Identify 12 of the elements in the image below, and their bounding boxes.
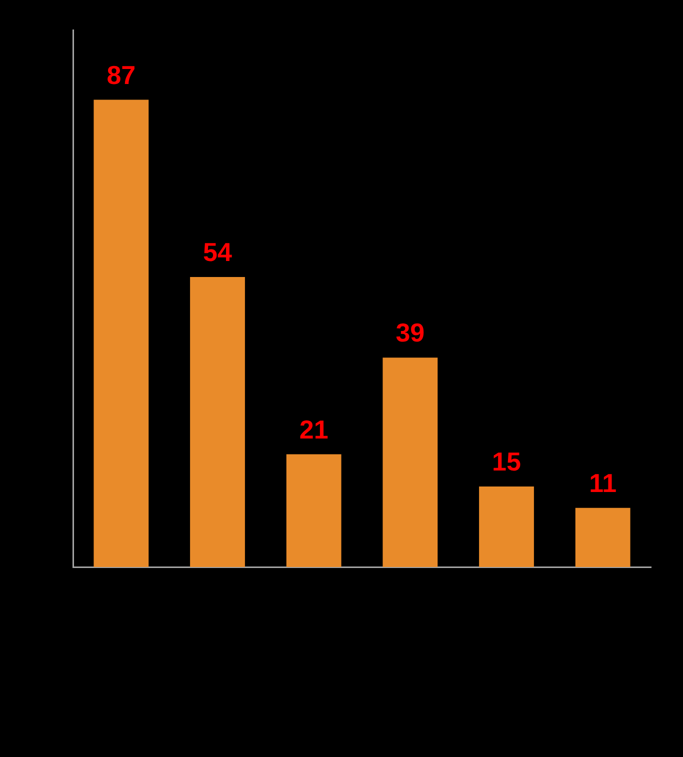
bar (479, 486, 534, 567)
data-label: 39 (396, 318, 425, 348)
bar (286, 454, 342, 567)
data-label: 15 (492, 446, 521, 477)
bar (94, 100, 149, 567)
bar (575, 508, 630, 567)
data-label: 11 (589, 468, 617, 498)
data-label: 87 (106, 60, 136, 90)
data-label: 54 (203, 237, 232, 268)
bar (382, 358, 438, 567)
bar (190, 277, 245, 567)
data-label: 21 (299, 414, 328, 444)
